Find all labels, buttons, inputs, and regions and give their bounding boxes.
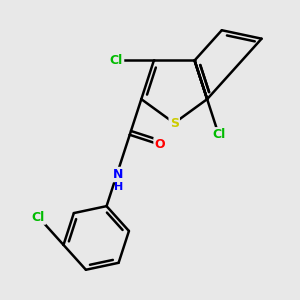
Text: H: H	[113, 182, 123, 192]
Text: Cl: Cl	[32, 211, 45, 224]
Text: Cl: Cl	[212, 128, 225, 141]
Text: O: O	[154, 138, 165, 151]
Text: Cl: Cl	[110, 54, 123, 67]
Text: S: S	[170, 117, 179, 130]
Text: N: N	[113, 168, 123, 181]
